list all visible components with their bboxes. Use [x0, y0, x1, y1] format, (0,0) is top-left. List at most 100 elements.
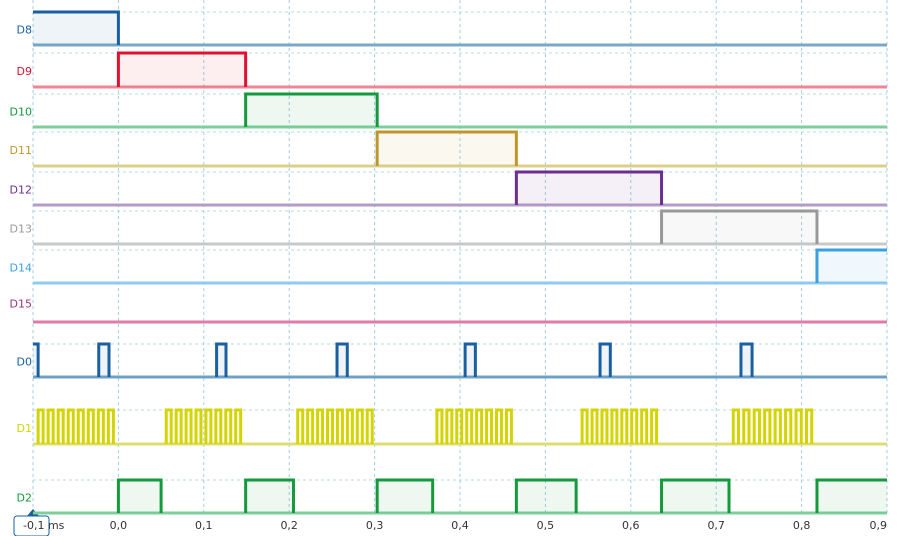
clock-pulse — [630, 408, 639, 444]
clock-pulse — [495, 408, 503, 444]
channel-label: D12 — [10, 184, 32, 197]
clock-pulse — [794, 408, 803, 444]
channel-label: D8 — [17, 24, 32, 37]
clock-pulse — [610, 408, 619, 444]
high-pulse — [97, 342, 111, 377]
high-fill — [661, 211, 817, 244]
clock-pulse — [580, 408, 589, 444]
channel-label: D1 — [17, 422, 32, 435]
channel-label: D10 — [10, 106, 32, 119]
clock-pulse — [204, 408, 213, 444]
high-pulse — [660, 478, 731, 513]
clock-pulse — [784, 408, 793, 444]
clock-pulse — [36, 408, 45, 444]
high-pulse — [244, 478, 295, 513]
high-fill — [98, 344, 110, 377]
clock-pulse — [106, 408, 115, 444]
high-fill — [33, 12, 119, 45]
high-fill — [516, 480, 577, 513]
high-pulse — [116, 51, 248, 87]
high-pulse — [514, 478, 578, 513]
high-fill — [661, 480, 730, 513]
high-fill — [118, 480, 162, 513]
clock-pulse — [56, 408, 65, 444]
channel-label: D13 — [10, 223, 32, 236]
channel-label: D2 — [17, 492, 32, 505]
high-pulse — [815, 478, 887, 513]
clock-pulse — [475, 408, 484, 444]
clock-pulse — [214, 408, 223, 444]
clock-pulse — [224, 408, 233, 444]
clock-pulse — [66, 408, 75, 444]
x-tick-label: 0,0 — [110, 519, 128, 532]
high-pulse — [598, 342, 612, 377]
clock-pulse — [96, 408, 105, 444]
clock-pulse — [445, 408, 454, 444]
x-tick-label: 0,5 — [537, 519, 555, 532]
clock-pulse — [504, 408, 513, 444]
high-fill — [740, 344, 753, 377]
clock-pulse — [590, 408, 599, 444]
clock-pulse — [773, 408, 782, 444]
high-fill — [33, 344, 39, 377]
channel-label: D11 — [10, 144, 32, 157]
high-pulse — [375, 478, 435, 513]
high-pulse — [244, 92, 379, 127]
clock-pulse — [164, 408, 173, 444]
clock-pulse — [184, 408, 193, 444]
high-fill — [245, 480, 294, 513]
high-fill — [816, 480, 887, 513]
high-fill — [465, 344, 476, 377]
x-tick-label: -0,1 ms — [23, 519, 65, 532]
x-tick-label: 0,9 — [870, 519, 888, 532]
clock-pulse — [365, 408, 374, 444]
clock-pulse — [465, 408, 474, 444]
clock-pulse — [345, 408, 354, 444]
high-fill — [816, 250, 887, 283]
clock-pulse — [86, 408, 95, 444]
clock-pulse — [355, 408, 364, 444]
clock-pulse — [742, 408, 751, 444]
high-pulse — [739, 342, 754, 377]
clock-pulse — [600, 408, 609, 444]
clock-pulse — [435, 408, 444, 444]
high-fill — [377, 480, 433, 513]
clock-pulse — [194, 408, 203, 444]
high-pulse — [660, 209, 819, 244]
channel-label: D14 — [10, 262, 32, 275]
clock-pulse — [316, 408, 325, 444]
high-fill — [216, 344, 227, 377]
clock-pulse — [174, 408, 183, 444]
x-tick-label: 0,4 — [451, 519, 469, 532]
high-fill — [245, 94, 378, 127]
high-fill — [600, 344, 611, 377]
x-tick-label: 0,1 — [195, 519, 213, 532]
high-pulse — [215, 342, 228, 377]
high-pulse — [375, 130, 518, 166]
high-pulse — [116, 478, 163, 513]
clock-pulse — [805, 408, 814, 444]
clock-pulse — [335, 408, 344, 444]
x-tick-label: 0,6 — [622, 519, 640, 532]
clock-pulse — [763, 408, 772, 444]
clock-pulse — [46, 408, 55, 444]
clock-pulse — [650, 408, 659, 444]
x-tick-label: 0,2 — [280, 519, 298, 532]
clock-pulse — [731, 408, 741, 444]
clock-pulse — [76, 408, 85, 444]
clock-pulse — [640, 408, 649, 444]
high-pulse — [335, 342, 349, 377]
high-fill — [337, 344, 348, 377]
clock-pulse — [234, 408, 243, 444]
high-pulse — [514, 170, 664, 205]
high-fill — [118, 53, 246, 87]
clock-pulse — [296, 408, 305, 444]
x-tick-label: 0,7 — [707, 519, 725, 532]
high-fill — [516, 172, 662, 205]
high-pulse — [815, 248, 887, 283]
high-pulse — [33, 342, 40, 377]
clock-pulse — [485, 408, 494, 444]
high-pulse — [33, 10, 120, 45]
